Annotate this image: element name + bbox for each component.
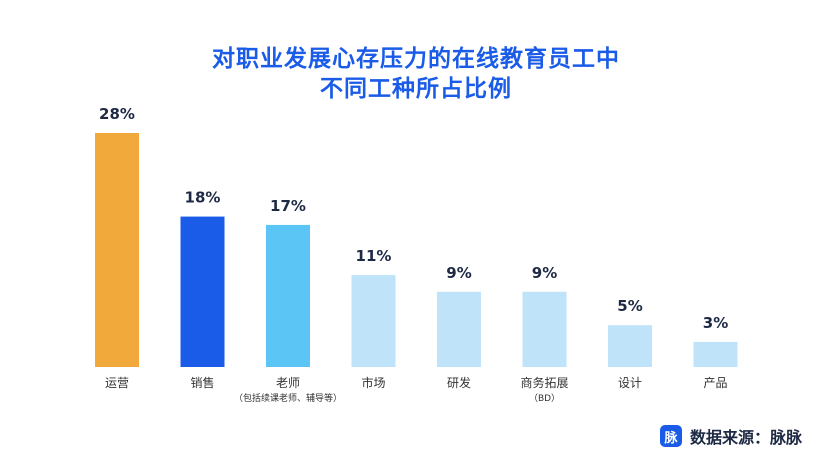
value-label-0: 28% [99,105,135,123]
chart-title-line-2: 不同工种所占比例 [320,76,512,102]
value-label-5: 9% [532,264,557,282]
data-source-label: 数据来源：脉脉 [689,428,802,447]
bar-0 [95,133,139,367]
value-label-7: 3% [703,314,728,332]
bar-3 [351,275,396,367]
category-label-3: 市场 [361,375,385,390]
data-source: 脉 数据来源：脉脉 [659,424,802,448]
value-label-4: 9% [446,264,471,282]
chart-title: 对职业发展心存压力的在线教育员工中 不同工种所占比例 [0,44,832,104]
category-sublabel-2: （包括续课老师、辅导等） [234,392,342,404]
chart-title-line-1: 对职业发展心存压力的在线教育员工中 [212,46,620,72]
bar-1 [180,216,225,367]
bar-chart: 28% 运营 18% 销售 17% 老师 （包括续课老师、辅导等） 11% 市场 9% 研发 9% 商务… [95,105,738,404]
bar-6 [608,325,652,367]
category-label-1: 销售 [190,375,214,390]
bar-2 [266,224,310,367]
category-label-4: 研发 [447,375,471,390]
category-label-6: 设计 [618,376,642,390]
bar-5 [522,291,567,367]
category-label-5: 商务拓展 [520,375,568,390]
value-label-6: 5% [617,297,642,315]
value-label-2: 17% [270,197,306,215]
maimai-logo-icon: 脉 [659,425,682,447]
value-label-1: 18% [185,189,221,207]
bar-7 [693,341,738,367]
category-sublabel-5: （BD） [529,393,560,404]
category-label-7: 产品 [703,376,727,390]
value-label-3: 11% [356,247,392,265]
category-label-0: 运营 [105,376,129,390]
category-label-2: 老师 [276,376,300,390]
bar-4 [437,291,481,367]
